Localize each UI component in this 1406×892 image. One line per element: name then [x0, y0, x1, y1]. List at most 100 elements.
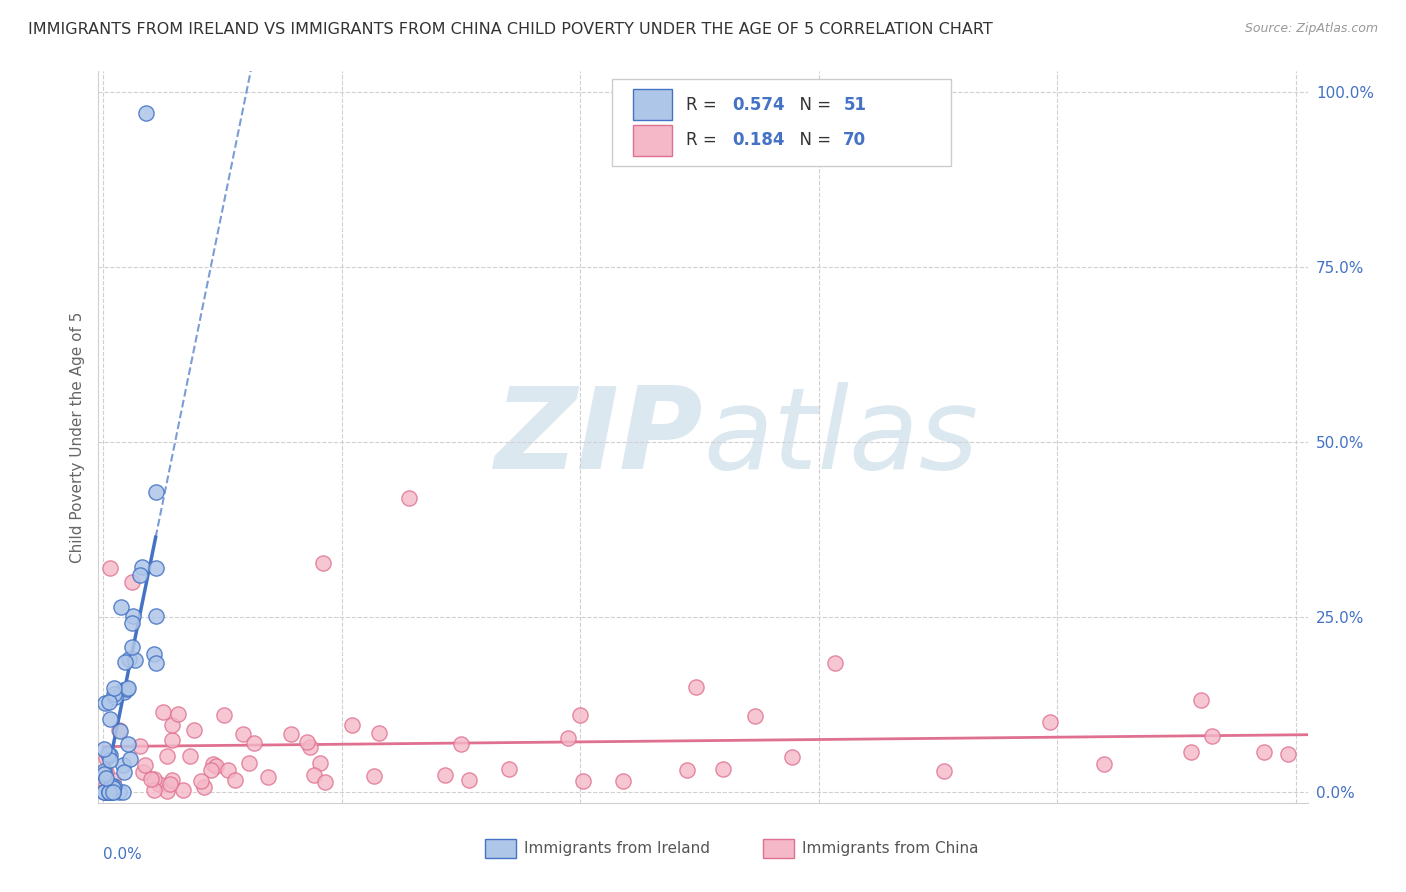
- Point: [108, 785, 131, 799]
- Text: 51: 51: [844, 95, 866, 114]
- Point: [96, 785, 118, 799]
- Point: [114, 655, 136, 669]
- Point: [112, 764, 135, 779]
- Point: [312, 556, 335, 570]
- Point: [232, 727, 254, 741]
- Point: [450, 737, 472, 751]
- Point: [309, 756, 332, 770]
- Point: [932, 764, 955, 779]
- Point: [98, 561, 121, 575]
- Point: [193, 780, 215, 795]
- Text: N =: N =: [789, 131, 837, 149]
- Text: 0.574: 0.574: [733, 95, 785, 114]
- Point: [103, 779, 125, 793]
- Point: [145, 561, 167, 575]
- Point: [342, 718, 364, 732]
- Point: [398, 491, 420, 506]
- Point: [94, 778, 117, 792]
- Point: [1180, 745, 1202, 759]
- Point: [101, 785, 124, 799]
- Point: [458, 772, 481, 787]
- Point: [166, 706, 188, 721]
- Point: [129, 739, 152, 753]
- Point: [156, 783, 179, 797]
- Point: [121, 615, 143, 630]
- Point: [190, 774, 212, 789]
- Text: 0.0%: 0.0%: [103, 847, 142, 862]
- Point: [101, 781, 124, 796]
- Point: [1092, 756, 1115, 771]
- Point: [111, 785, 134, 799]
- Point: [100, 785, 122, 799]
- Text: 70: 70: [844, 131, 866, 149]
- Bar: [763, 839, 794, 858]
- Text: N =: N =: [789, 95, 837, 114]
- Point: [101, 772, 124, 787]
- Point: [1277, 747, 1299, 761]
- Point: [711, 762, 734, 776]
- Point: [159, 777, 181, 791]
- Point: [162, 717, 184, 731]
- Point: [780, 749, 803, 764]
- Point: [363, 769, 385, 783]
- Point: [112, 683, 135, 698]
- Point: [112, 685, 135, 699]
- Point: [612, 773, 634, 788]
- Point: [744, 709, 766, 723]
- Point: [100, 747, 122, 762]
- Point: [98, 785, 121, 799]
- Point: [201, 756, 224, 771]
- Point: [121, 575, 143, 590]
- Point: [145, 609, 167, 624]
- Text: R =: R =: [686, 131, 723, 149]
- Point: [1253, 745, 1275, 759]
- Point: [152, 706, 174, 720]
- Point: [98, 753, 121, 767]
- Point: [118, 752, 141, 766]
- Point: [117, 737, 139, 751]
- Point: [94, 765, 117, 780]
- Point: [98, 785, 121, 799]
- Text: Immigrants from Ireland: Immigrants from Ireland: [524, 841, 710, 856]
- Point: [143, 772, 166, 786]
- Point: [131, 560, 153, 574]
- Point: [257, 770, 280, 784]
- Point: [135, 106, 157, 120]
- Point: [94, 771, 117, 785]
- Point: [118, 652, 141, 666]
- Point: [242, 736, 264, 750]
- Point: [110, 599, 132, 614]
- Point: [129, 568, 152, 582]
- Point: [569, 708, 592, 723]
- Point: [142, 648, 165, 662]
- Point: [368, 726, 391, 740]
- Point: [238, 756, 260, 770]
- Point: [94, 696, 117, 710]
- Point: [139, 772, 162, 786]
- Point: [96, 747, 118, 761]
- Point: [224, 773, 246, 788]
- Point: [134, 758, 156, 772]
- Point: [98, 712, 121, 726]
- Point: [107, 723, 129, 737]
- Bar: [485, 839, 516, 858]
- Point: [299, 740, 322, 755]
- Point: [103, 681, 125, 695]
- Point: [117, 681, 139, 695]
- Point: [1201, 729, 1223, 743]
- Point: [96, 785, 118, 799]
- Point: [302, 768, 325, 782]
- Point: [200, 763, 222, 777]
- Point: [112, 758, 135, 772]
- Point: [104, 690, 127, 704]
- Point: [314, 775, 336, 789]
- Point: [131, 764, 153, 779]
- Text: R =: R =: [686, 95, 723, 114]
- Point: [217, 764, 239, 778]
- Point: [103, 688, 125, 702]
- Point: [117, 682, 139, 697]
- Point: [101, 785, 124, 799]
- Point: [212, 707, 235, 722]
- Point: [295, 735, 318, 749]
- Point: [121, 640, 143, 654]
